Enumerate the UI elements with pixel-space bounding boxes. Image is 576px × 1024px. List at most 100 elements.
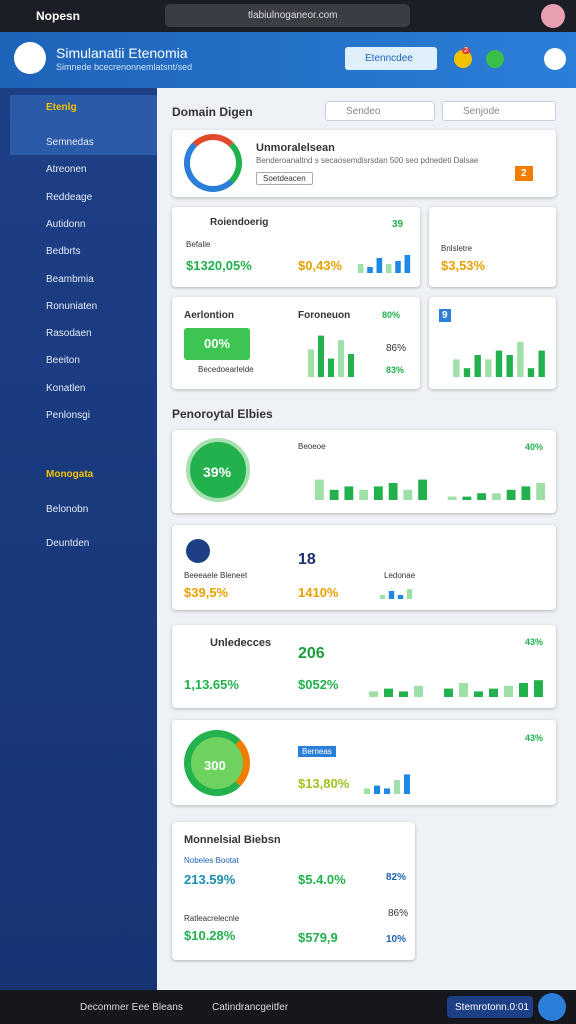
nav-item[interactable]: Rasodaen bbox=[46, 328, 92, 340]
card: 300 Berneas $13,80% 43% bbox=[172, 720, 556, 805]
value: $5.4.0% bbox=[298, 872, 346, 887]
search[interactable]: Sendeo bbox=[325, 101, 435, 121]
footer-mid[interactable]: Catindrancgeitfer bbox=[212, 1002, 289, 1013]
bar bbox=[495, 350, 503, 377]
bar bbox=[379, 595, 386, 599]
bar bbox=[395, 261, 401, 273]
value: 213.59% bbox=[184, 872, 236, 887]
footer-right: Stemrotonn.0:01 bbox=[455, 1002, 529, 1013]
value: 10% bbox=[386, 934, 407, 945]
card-title: Unledecces bbox=[210, 637, 272, 649]
bar bbox=[462, 496, 472, 500]
bar bbox=[444, 688, 453, 697]
label: Nobeles Bootat bbox=[184, 856, 239, 865]
browser-bar: Nopesn tlabiulnoganeor.com bbox=[0, 0, 576, 32]
sparkbars bbox=[453, 341, 545, 377]
avatar[interactable] bbox=[541, 4, 565, 28]
nav-item[interactable]: Ronuniaten bbox=[46, 300, 98, 312]
bar bbox=[506, 355, 513, 377]
chip: 00% bbox=[184, 328, 250, 360]
card-title: Aerlontion bbox=[184, 310, 234, 321]
fab[interactable] bbox=[538, 993, 566, 1021]
sparkbars bbox=[357, 255, 411, 273]
bar bbox=[414, 685, 423, 697]
icon[interactable] bbox=[544, 48, 566, 70]
value: 1,13.65% bbox=[184, 677, 239, 692]
bar bbox=[348, 354, 354, 377]
nav-item[interactable]: Beeiton bbox=[46, 355, 80, 367]
bar bbox=[521, 486, 531, 500]
bar bbox=[489, 688, 498, 697]
badge: 2 bbox=[462, 47, 470, 54]
nav-item[interactable]: Etenlg bbox=[46, 102, 77, 113]
bar bbox=[384, 788, 390, 794]
nav-item[interactable]: Belonobn bbox=[46, 504, 89, 515]
nav-item[interactable]: Penlonsgi bbox=[46, 410, 90, 421]
chip[interactable]: Soetdeacen bbox=[256, 172, 313, 185]
bar bbox=[404, 255, 411, 273]
sparkbars bbox=[379, 589, 413, 599]
donut bbox=[186, 438, 250, 502]
url: tlabiulnoganeor.com bbox=[248, 10, 338, 21]
nav-item[interactable]: Deuntden bbox=[46, 538, 90, 549]
value: $1320,05% bbox=[186, 258, 252, 273]
nav-section[interactable]: Monogata bbox=[46, 469, 94, 480]
card: Bnlsletre $3,53% bbox=[429, 207, 556, 287]
donut-label: 39% bbox=[203, 464, 232, 480]
nav-item[interactable]: Beambmia bbox=[46, 273, 94, 285]
tab[interactable]: Nopesn bbox=[36, 9, 81, 23]
value: $13,80% bbox=[298, 776, 350, 791]
value: 86% bbox=[388, 908, 409, 919]
value: $052% bbox=[298, 677, 339, 692]
bar bbox=[397, 595, 404, 599]
bar bbox=[384, 688, 393, 697]
bar bbox=[474, 691, 483, 697]
nav-item[interactable]: Konatlen bbox=[46, 382, 86, 394]
nav-item[interactable]: Atreonen bbox=[46, 164, 87, 176]
bar bbox=[517, 341, 524, 377]
bar bbox=[308, 349, 314, 377]
bar bbox=[385, 264, 392, 273]
nav-item[interactable]: Reddeage bbox=[46, 191, 93, 203]
footer-button[interactable]: Stemrotonn.0:01 bbox=[447, 996, 533, 1018]
bar bbox=[344, 486, 354, 500]
bar bbox=[463, 368, 471, 377]
card-title: 9 bbox=[439, 309, 451, 322]
bar bbox=[506, 489, 516, 500]
label: Ratleacrelecnle bbox=[184, 914, 240, 923]
logo-ring bbox=[184, 134, 242, 192]
bar bbox=[447, 496, 457, 500]
main-title: Domain Digen bbox=[172, 105, 253, 119]
nav-item[interactable]: Bedbrts bbox=[46, 246, 81, 258]
icon bbox=[186, 539, 210, 563]
search[interactable]: Senjode bbox=[442, 101, 556, 121]
value: 39 bbox=[392, 219, 404, 230]
url-bar[interactable] bbox=[165, 4, 410, 27]
bar bbox=[519, 683, 528, 697]
label: Ledonae bbox=[384, 571, 416, 580]
bar bbox=[314, 479, 324, 500]
active-item bbox=[10, 95, 157, 155]
label: Befalie bbox=[186, 240, 211, 249]
nav-item[interactable]: Autidonn bbox=[46, 218, 86, 230]
bar bbox=[359, 489, 369, 500]
card: Unmoralelsean Benderoanaltnd s secaosemd… bbox=[172, 130, 556, 197]
header-button[interactable]: Etenncdee bbox=[345, 47, 437, 70]
bar bbox=[373, 486, 383, 500]
card: 9 bbox=[429, 297, 556, 389]
icon[interactable] bbox=[486, 50, 504, 68]
sparkbars bbox=[369, 680, 543, 697]
notify[interactable]: 2 bbox=[454, 47, 472, 68]
bar bbox=[318, 335, 324, 377]
value: $39,5% bbox=[184, 585, 229, 600]
badge: 2 bbox=[515, 166, 533, 181]
bar bbox=[403, 489, 413, 500]
bar bbox=[374, 785, 380, 794]
nav-item[interactable]: Semnedas bbox=[46, 137, 94, 148]
bar bbox=[338, 340, 344, 377]
footer-left[interactable]: Decommer Eee Bleans bbox=[80, 1002, 183, 1013]
card-title: Monnelsial Biebsn bbox=[184, 834, 281, 846]
search-label: Sendeo bbox=[346, 106, 381, 117]
bar bbox=[453, 359, 460, 377]
